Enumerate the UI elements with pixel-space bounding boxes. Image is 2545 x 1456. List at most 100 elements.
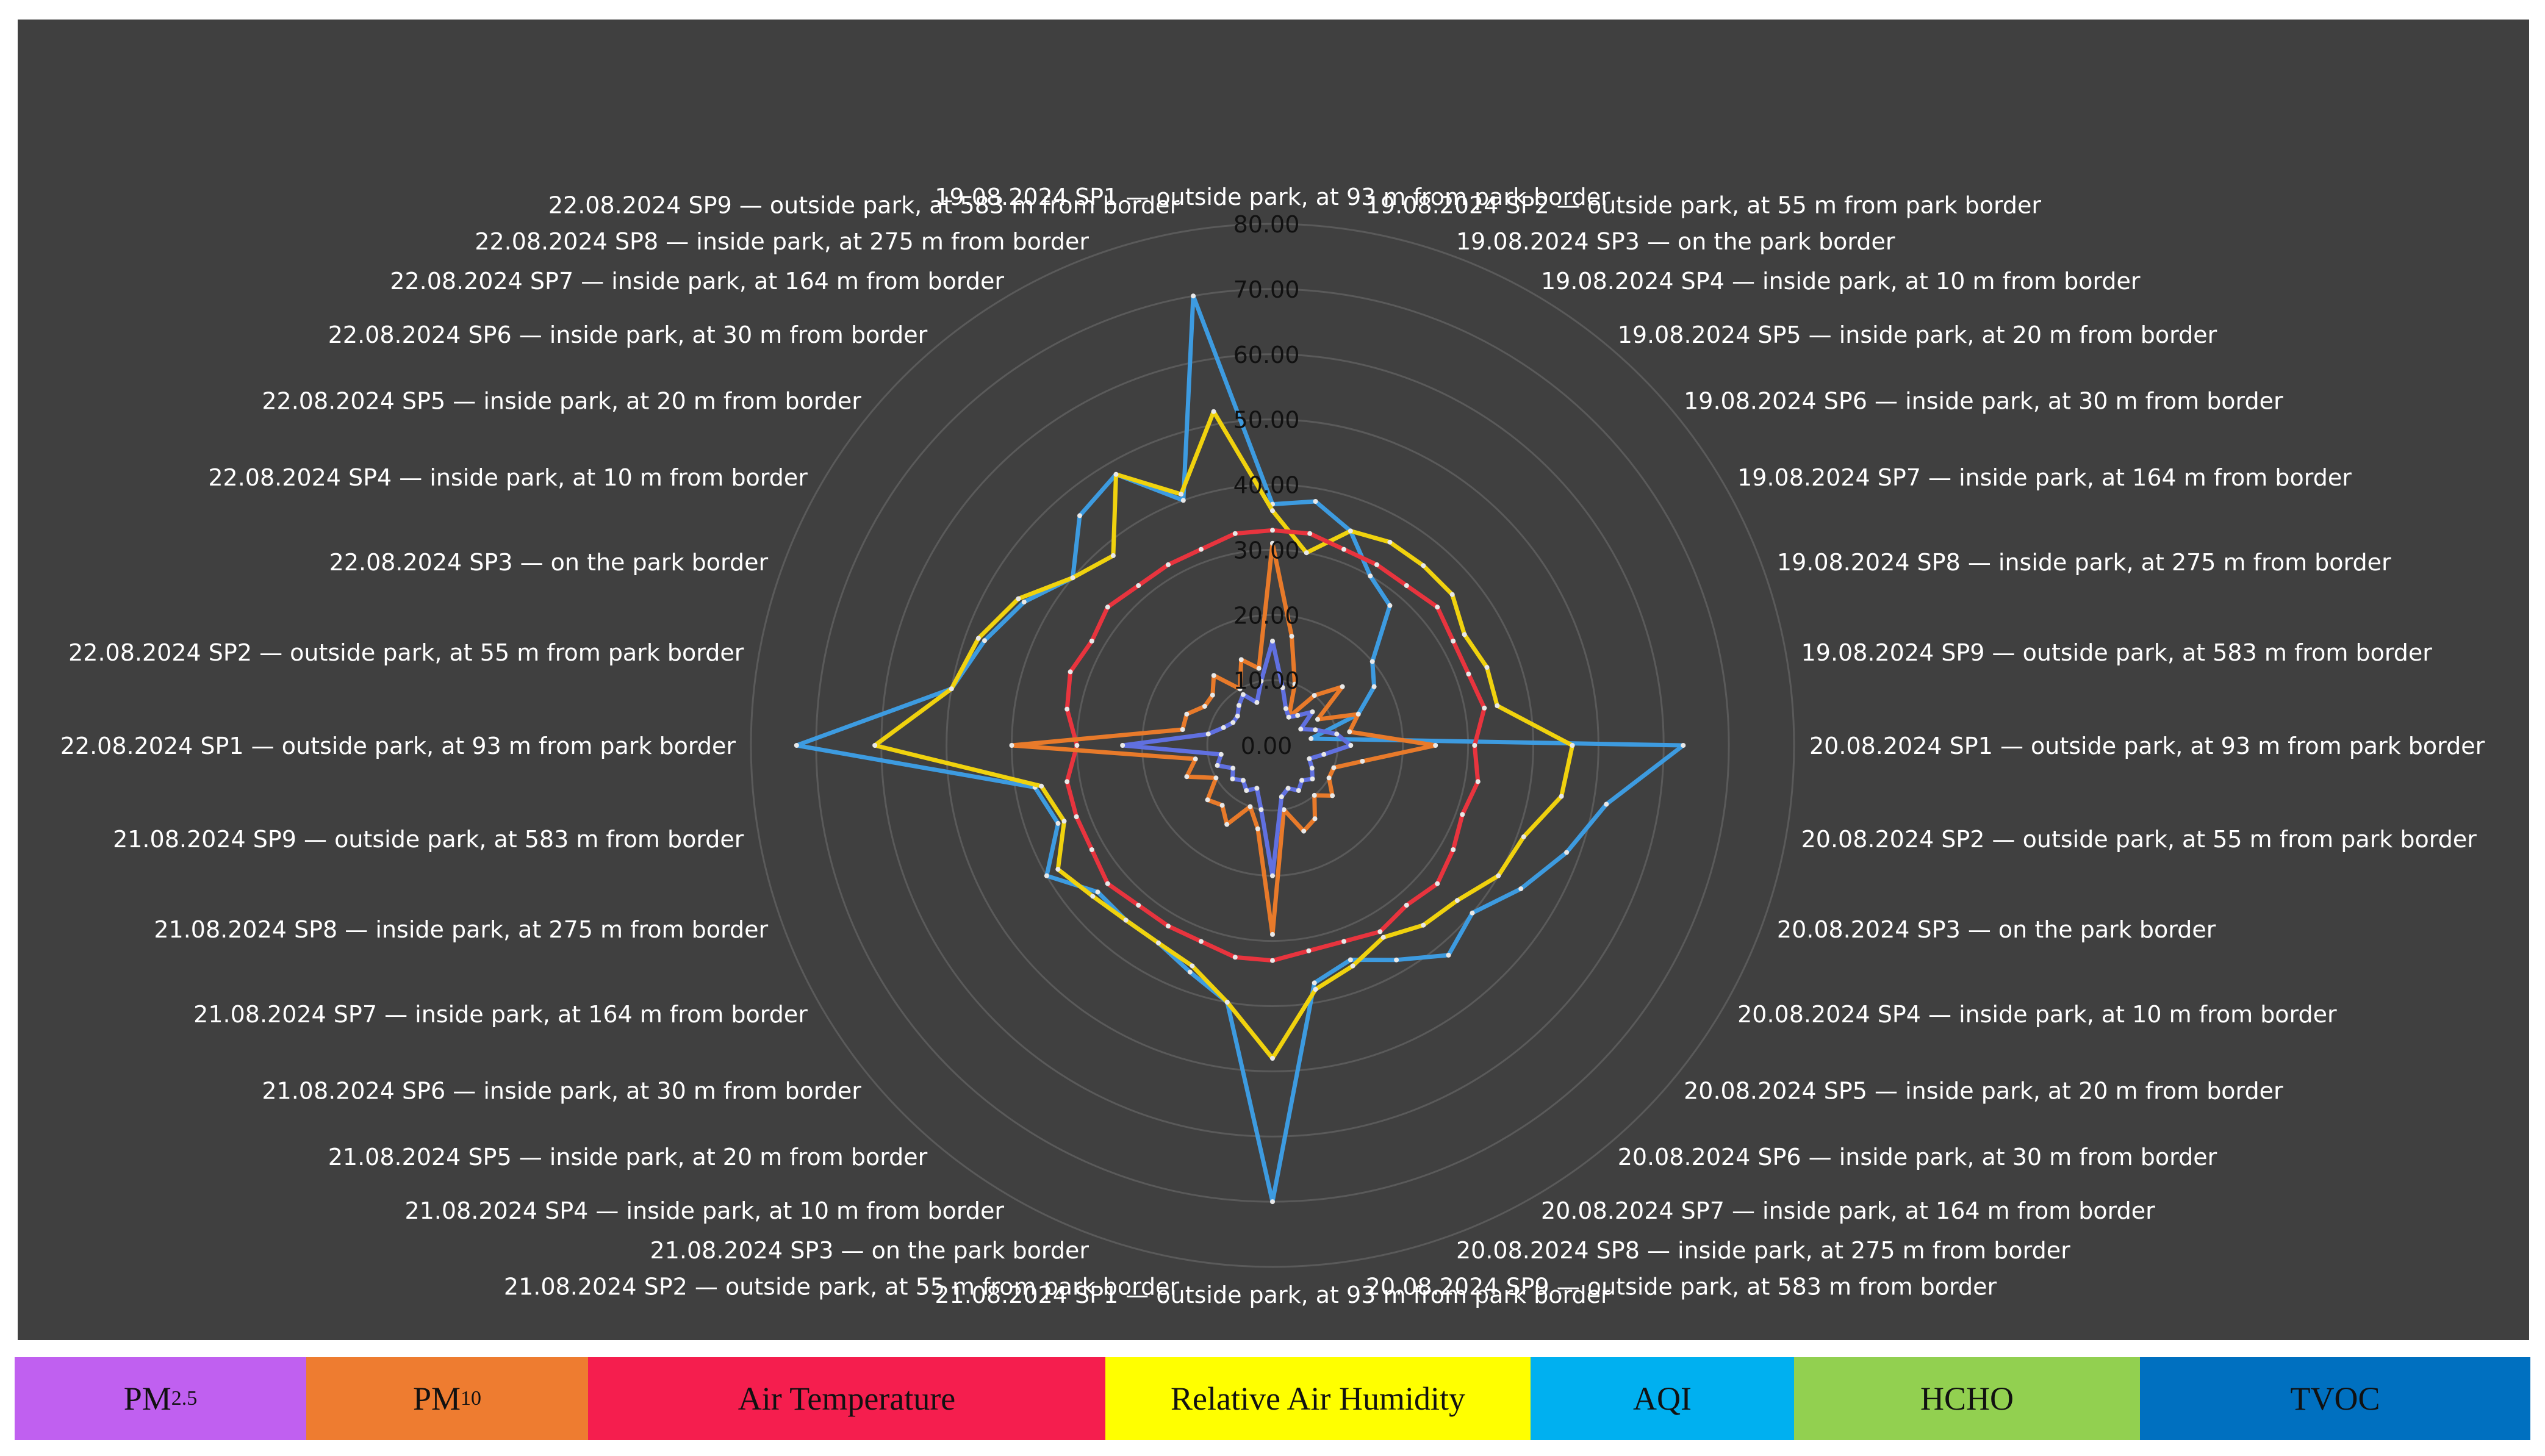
- data-point: [1136, 903, 1141, 908]
- data-point: [1090, 894, 1096, 899]
- data-point: [1454, 898, 1460, 903]
- category-label: 22.08.2024 SP6 — inside park, at 30 m fr…: [328, 321, 928, 348]
- data-point: [975, 636, 981, 641]
- legend-label: AQI: [1633, 1380, 1692, 1417]
- data-point: [1435, 881, 1440, 886]
- category-label: 22.08.2024 SP1 — outside park, at 93 m f…: [60, 733, 736, 759]
- data-point: [1472, 743, 1477, 748]
- data-point: [1156, 940, 1161, 945]
- data-point: [1120, 743, 1125, 748]
- category-label: 20.08.2024 SP7 — inside park, at 164 m f…: [1541, 1197, 2155, 1224]
- data-point: [1470, 910, 1475, 916]
- radial-tick-label: 60.00: [1233, 342, 1300, 368]
- data-point: [982, 638, 987, 644]
- data-point: [1312, 792, 1317, 798]
- category-label: 19.08.2024 SP8 — inside park, at 275 m f…: [1777, 549, 2391, 576]
- data-point: [1258, 807, 1264, 812]
- legend-label: Air Temperature: [738, 1380, 956, 1417]
- data-point: [1247, 804, 1253, 809]
- data-point: [1213, 775, 1219, 781]
- data-point: [1205, 731, 1211, 737]
- data-point: [1074, 814, 1079, 819]
- data-point: [1270, 1056, 1275, 1061]
- data-point: [1433, 743, 1438, 748]
- data-point: [1187, 969, 1193, 975]
- data-point: [1374, 562, 1379, 567]
- data-point: [1110, 553, 1116, 558]
- category-label: 22.08.2024 SP9 — outside park, at 583 m …: [548, 192, 1180, 218]
- data-point: [1064, 706, 1070, 712]
- data-point: [1202, 703, 1207, 709]
- data-point: [1270, 873, 1275, 878]
- radial-tick-labels: 0.00 10.00 20.00 30.00 40.00 50.00 60.00 70.00 8…: [1233, 211, 1300, 759]
- radial-tick-label: 80.00: [1233, 211, 1300, 238]
- legend-label: TVOC: [2290, 1380, 2380, 1417]
- chart-panel: 0.00 10.00 20.00 30.00 40.00 50.00 60.00 70.00 8…: [18, 20, 2529, 1340]
- radar-chart: 0.00 10.00 20.00 30.00 40.00 50.00 60.00 70.00 8…: [60, 184, 2485, 1308]
- data-point: [1270, 528, 1275, 533]
- data-point: [1280, 685, 1285, 690]
- data-point: [1330, 793, 1335, 798]
- series-air-temperature: [1064, 528, 1487, 963]
- radar-grid: [750, 223, 1795, 1268]
- data-point: [1331, 765, 1337, 770]
- data-point: [1681, 743, 1686, 748]
- data-point: [1089, 639, 1094, 644]
- data-point: [1240, 778, 1246, 783]
- category-label: 21.08.2024 SP8 — inside park, at 275 m f…: [154, 916, 768, 943]
- data-point: [1495, 703, 1500, 708]
- data-point: [1256, 665, 1262, 671]
- data-point: [1404, 583, 1409, 588]
- data-point: [1244, 788, 1249, 793]
- series-tvoc: [1120, 639, 1354, 878]
- data-point: [1482, 705, 1487, 711]
- data-point: [1348, 957, 1353, 963]
- data-point: [1292, 681, 1298, 687]
- data-point: [1301, 828, 1307, 834]
- legend-label: Relative Air Humidity: [1171, 1380, 1465, 1417]
- data-point: [1313, 727, 1318, 733]
- data-point: [1369, 659, 1375, 664]
- data-point: [1270, 540, 1275, 546]
- legend-item-pm2-5: PM 2.5: [15, 1357, 306, 1440]
- category-label: 20.08.2024 SP6 — inside park, at 30 m fr…: [1618, 1144, 2217, 1171]
- data-point: [1340, 684, 1345, 689]
- data-point: [1199, 939, 1204, 944]
- category-label: 21.08.2024 SP6 — inside park, at 30 m fr…: [262, 1078, 861, 1105]
- data-point: [1044, 873, 1049, 878]
- category-label: 21.08.2024 SP5 — inside park, at 20 m fr…: [328, 1144, 928, 1171]
- data-point: [1009, 743, 1014, 748]
- category-label: 19.08.2024 SP4 — inside park, at 10 m fr…: [1541, 268, 2141, 295]
- data-point: [1254, 786, 1260, 791]
- data-point: [1312, 816, 1318, 822]
- data-point: [1518, 886, 1524, 892]
- data-point: [1347, 729, 1352, 734]
- data-point: [1421, 563, 1426, 568]
- data-point: [1298, 726, 1304, 732]
- data-point: [1064, 779, 1070, 784]
- data-point: [1295, 712, 1301, 718]
- legend-bar: PM 2.5 PM 10 Air Temperature Relative Air Hum…: [15, 1357, 2530, 1440]
- radial-tick-label: 30.00: [1233, 537, 1300, 564]
- data-point: [1270, 1199, 1275, 1205]
- data-point: [1232, 531, 1238, 536]
- data-point: [1368, 573, 1373, 579]
- data-point: [1166, 923, 1171, 929]
- data-point: [1180, 498, 1186, 503]
- data-point: [1270, 508, 1275, 514]
- radial-tick-label: 20.00: [1233, 602, 1300, 629]
- data-point: [1279, 794, 1284, 800]
- data-point: [1350, 963, 1355, 969]
- category-label: 22.08.2024 SP2 — outside park, at 55 m f…: [68, 639, 744, 666]
- legend-label: PM: [123, 1380, 171, 1417]
- category-label: 21.08.2024 SP9 — outside park, at 583 m …: [113, 826, 744, 853]
- data-point: [1313, 987, 1318, 992]
- data-point: [1095, 889, 1100, 895]
- category-label: 19.08.2024 SP9 — outside park, at 583 m …: [1801, 639, 2433, 666]
- category-label: 20.08.2024 SP3 — on the park border: [1777, 916, 2216, 943]
- data-point: [1321, 751, 1327, 757]
- data-point: [1421, 922, 1426, 928]
- data-point: [1380, 934, 1386, 940]
- data-point: [1348, 528, 1353, 534]
- data-point: [1105, 881, 1110, 886]
